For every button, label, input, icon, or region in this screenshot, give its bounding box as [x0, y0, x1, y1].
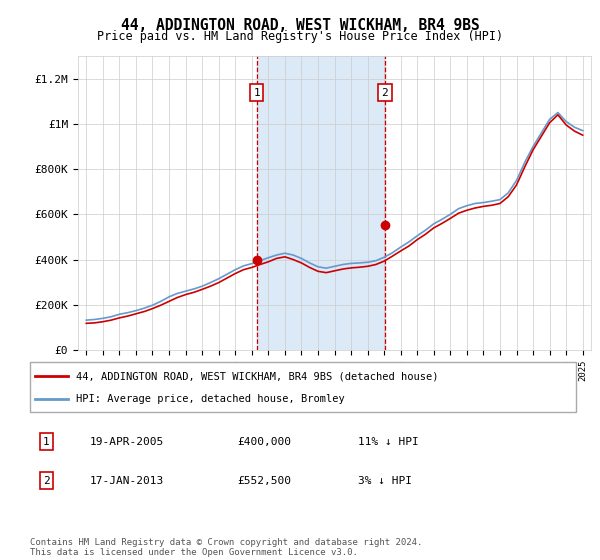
Text: 44, ADDINGTON ROAD, WEST WICKHAM, BR4 9BS (detached house): 44, ADDINGTON ROAD, WEST WICKHAM, BR4 9B… [76, 371, 439, 381]
Text: 17-JAN-2013: 17-JAN-2013 [90, 476, 164, 486]
Text: Contains HM Land Registry data © Crown copyright and database right 2024.
This d: Contains HM Land Registry data © Crown c… [30, 538, 422, 557]
FancyBboxPatch shape [30, 362, 576, 412]
Text: 1: 1 [253, 88, 260, 98]
Text: 44, ADDINGTON ROAD, WEST WICKHAM, BR4 9BS: 44, ADDINGTON ROAD, WEST WICKHAM, BR4 9B… [121, 18, 479, 33]
Text: Price paid vs. HM Land Registry's House Price Index (HPI): Price paid vs. HM Land Registry's House … [97, 30, 503, 43]
Text: 3% ↓ HPI: 3% ↓ HPI [358, 476, 412, 486]
Text: 2: 2 [382, 88, 388, 98]
Text: £552,500: £552,500 [238, 476, 292, 486]
Bar [257, 56, 385, 350]
Text: 1: 1 [43, 437, 50, 447]
Text: 2: 2 [43, 476, 50, 486]
Text: £400,000: £400,000 [238, 437, 292, 447]
Text: HPI: Average price, detached house, Bromley: HPI: Average price, detached house, Brom… [76, 394, 345, 404]
Text: 19-APR-2005: 19-APR-2005 [90, 437, 164, 447]
Text: 11% ↓ HPI: 11% ↓ HPI [358, 437, 418, 447]
